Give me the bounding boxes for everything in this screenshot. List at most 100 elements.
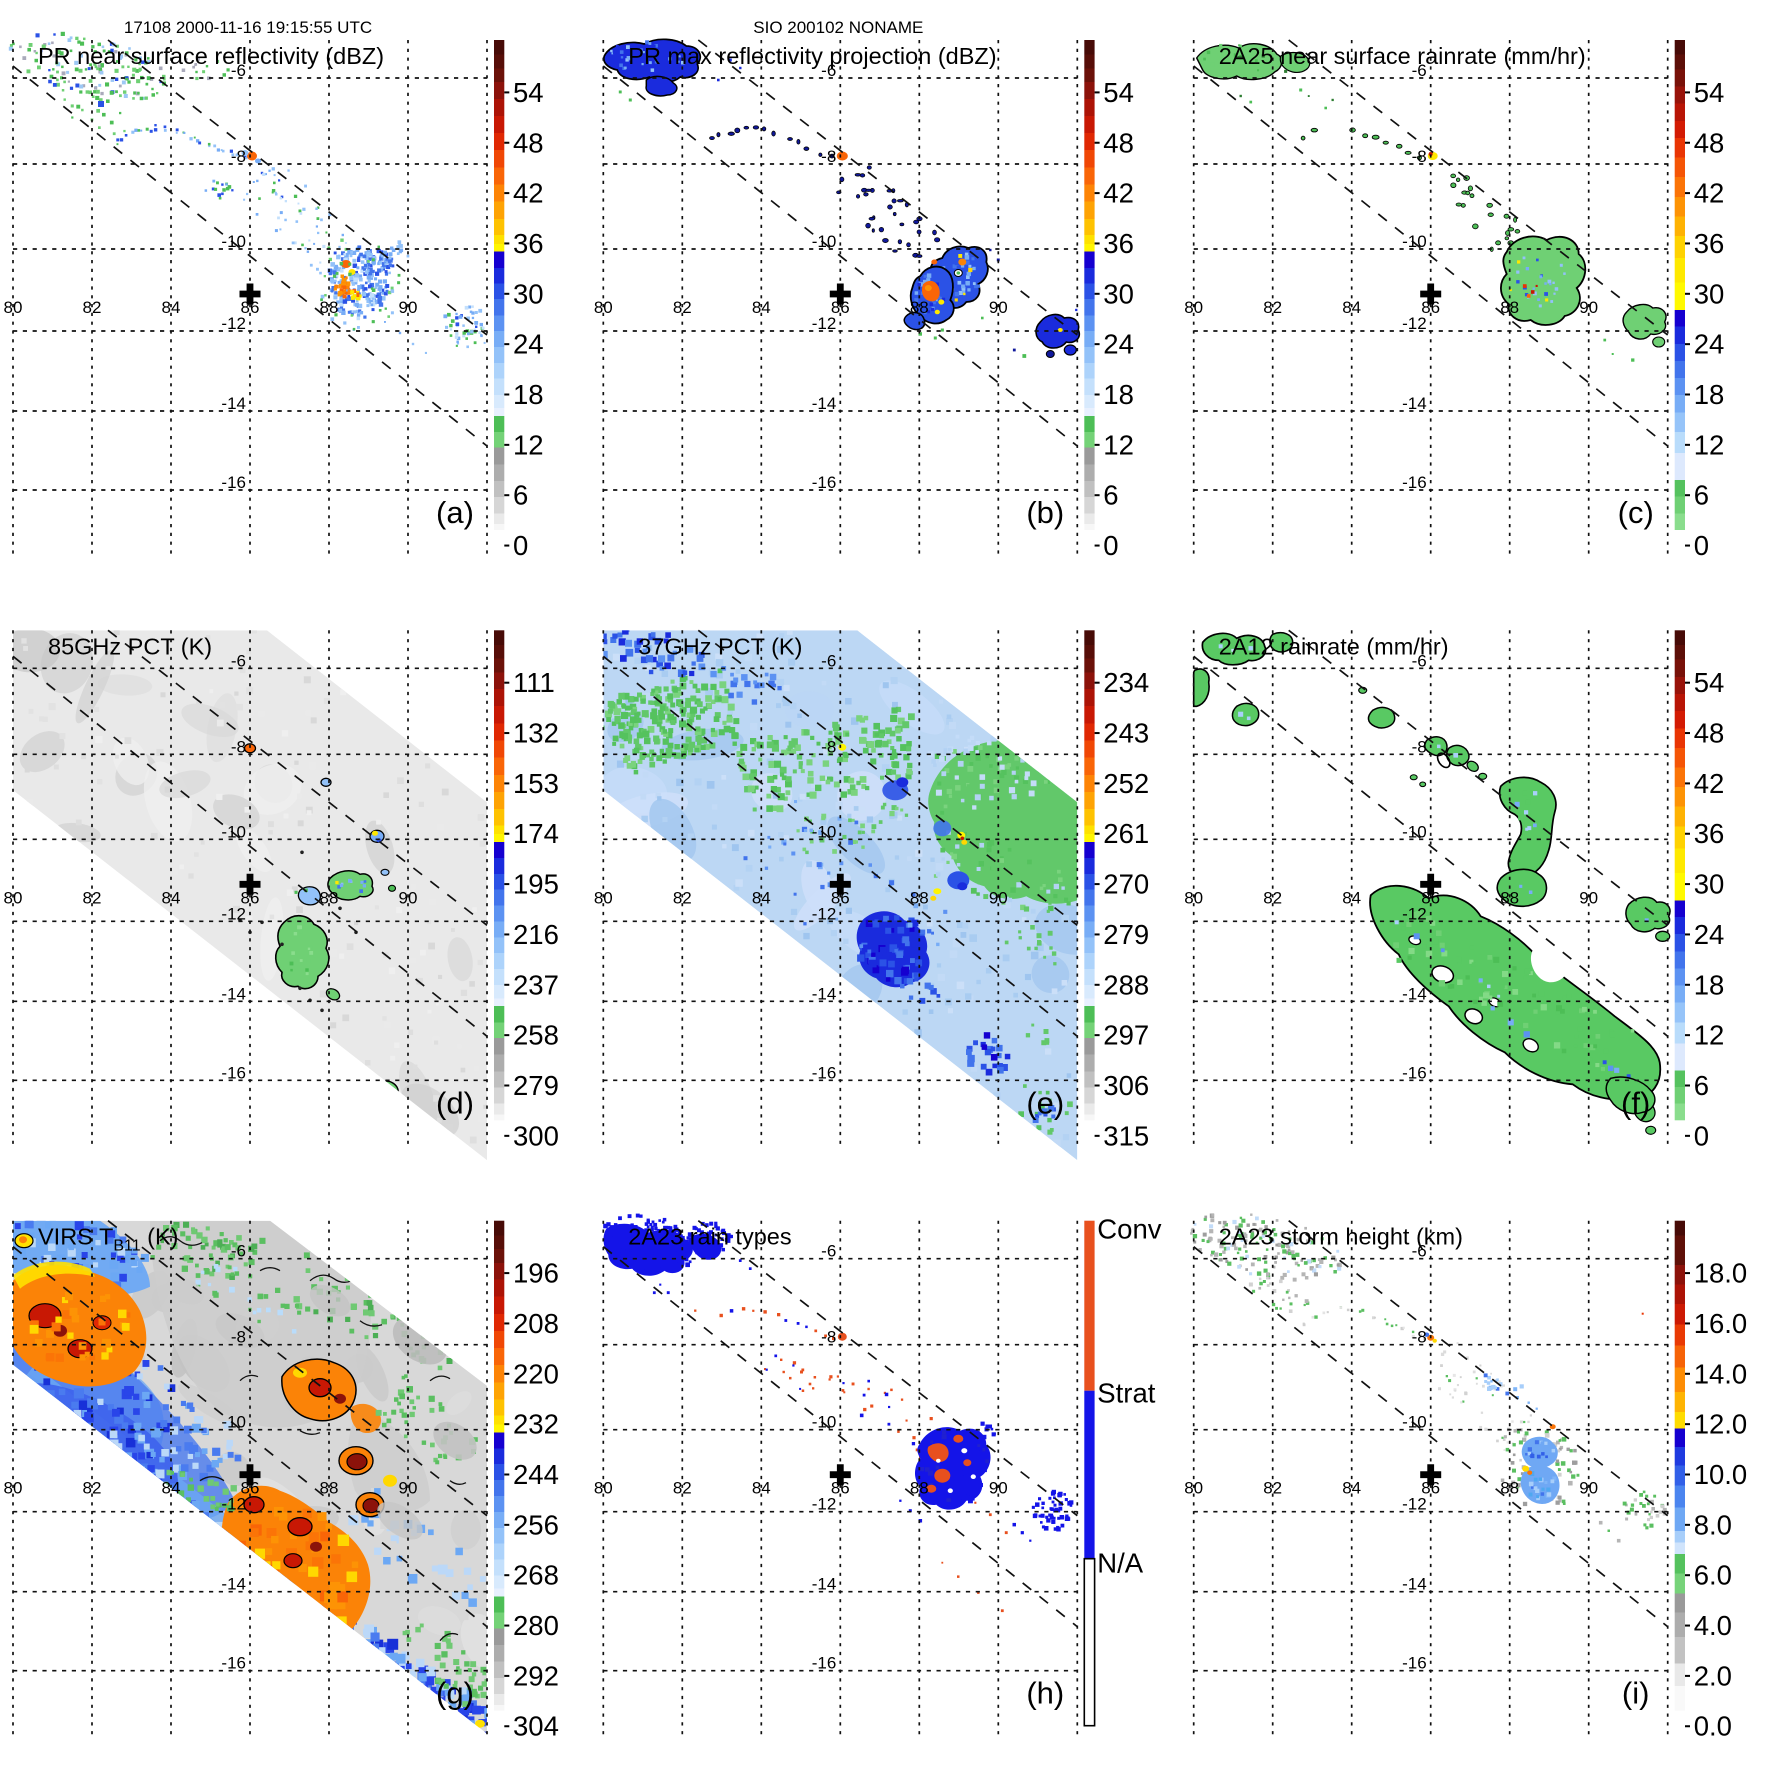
svg-text:Conv: Conv [1097,1214,1161,1245]
svg-text:80: 80 [1184,888,1203,907]
svg-text:-14: -14 [1402,1575,1427,1594]
svg-text:88: 88 [910,1479,929,1498]
svg-text:82: 82 [1263,888,1282,907]
svg-text:-6: -6 [821,651,836,670]
svg-text:153: 153 [513,768,559,799]
svg-text:-16: -16 [812,473,837,492]
svg-text:306: 306 [1103,1070,1149,1101]
svg-text:36: 36 [1694,818,1725,849]
svg-text:84: 84 [162,888,181,907]
svg-text:-12: -12 [221,904,246,923]
svg-text:85GHz PCT (K): 85GHz PCT (K) [48,633,212,659]
svg-text:6.0: 6.0 [1694,1560,1732,1591]
svg-text:2.0: 2.0 [1694,1660,1732,1691]
svg-text:86: 86 [1421,888,1440,907]
svg-text:54: 54 [1694,667,1725,698]
svg-text:90: 90 [399,888,418,907]
svg-text:-16: -16 [221,1654,246,1673]
svg-text:30: 30 [513,278,544,309]
svg-text:208: 208 [513,1308,559,1339]
svg-text:256: 256 [513,1509,559,1540]
svg-text:82: 82 [83,1479,102,1498]
svg-text:234: 234 [1103,667,1149,698]
svg-text:17108 2000-11-16 19:15:55 UTC: 17108 2000-11-16 19:15:55 UTC [124,18,372,37]
svg-text:243: 243 [1103,718,1149,749]
svg-text:90: 90 [1579,298,1598,317]
svg-text:-6: -6 [1412,61,1427,80]
svg-text:88: 88 [1500,298,1519,317]
svg-text:279: 279 [513,1070,559,1101]
svg-text:84: 84 [1342,298,1361,317]
svg-text:270: 270 [1103,869,1149,900]
svg-text:-12: -12 [1402,904,1427,923]
svg-text:82: 82 [673,888,692,907]
svg-text:-14: -14 [221,394,246,413]
svg-text:18: 18 [1103,379,1134,410]
svg-text:-8: -8 [821,1328,836,1347]
svg-text:80: 80 [4,888,23,907]
svg-text:111: 111 [513,667,555,698]
svg-text:-12: -12 [812,1495,837,1514]
svg-text:88: 88 [910,888,929,907]
svg-text:174: 174 [513,818,559,849]
svg-text:-14: -14 [221,984,246,1003]
svg-text:90: 90 [989,1479,1008,1498]
svg-text:2A12 rainrate (mm/hr): 2A12 rainrate (mm/hr) [1219,633,1449,659]
svg-text:48: 48 [1694,127,1725,158]
svg-text:18: 18 [1694,379,1725,410]
svg-text:-8: -8 [1412,737,1427,756]
svg-text:84: 84 [1342,1479,1361,1498]
svg-text:-10: -10 [221,822,246,841]
svg-text:-16: -16 [221,473,246,492]
svg-text:4.0: 4.0 [1694,1610,1732,1641]
svg-text:-8: -8 [231,737,246,756]
svg-text:0: 0 [1694,530,1709,561]
svg-text:84: 84 [162,1479,181,1498]
svg-text:90: 90 [989,298,1008,317]
svg-text:37GHz PCT (K): 37GHz PCT (K) [638,633,802,659]
svg-text:88: 88 [1500,888,1519,907]
svg-text:-10: -10 [1402,822,1427,841]
svg-text:-10: -10 [812,822,837,841]
svg-text:30: 30 [1103,278,1134,309]
svg-text:86: 86 [1421,1479,1440,1498]
svg-text:315: 315 [1103,1120,1149,1151]
svg-text:132: 132 [513,718,559,749]
svg-text:-16: -16 [1402,1063,1427,1082]
svg-text:-16: -16 [221,1063,246,1082]
svg-text:252: 252 [1103,768,1149,799]
svg-text:-8: -8 [1412,147,1427,166]
svg-text:24: 24 [513,329,544,360]
svg-text:232: 232 [513,1409,559,1440]
svg-text:42: 42 [1103,178,1134,209]
svg-text:10.0: 10.0 [1694,1459,1748,1490]
svg-text:86: 86 [241,298,260,317]
svg-text:-6: -6 [1412,1242,1427,1261]
svg-text:-8: -8 [821,147,836,166]
svg-text:82: 82 [83,298,102,317]
svg-text:86: 86 [831,888,850,907]
svg-text:84: 84 [162,298,181,317]
svg-text:90: 90 [1579,1479,1598,1498]
svg-text:-6: -6 [1412,651,1427,670]
svg-text:12: 12 [1103,429,1134,460]
svg-text:86: 86 [831,1479,850,1498]
svg-text:244: 244 [513,1459,559,1490]
svg-text:(d): (d) [436,1085,474,1120]
svg-text:84: 84 [752,888,771,907]
svg-text:288: 288 [1103,969,1149,1000]
svg-text:84: 84 [1342,888,1361,907]
svg-text:86: 86 [241,1479,260,1498]
svg-text:30: 30 [1694,869,1725,900]
svg-text:-10: -10 [1402,1413,1427,1432]
svg-text:6: 6 [1694,1070,1709,1101]
svg-text:36: 36 [1103,228,1134,259]
svg-text:42: 42 [1694,178,1725,209]
svg-text:42: 42 [1694,768,1725,799]
svg-text:VIRS TB11 (K): VIRS TB11 (K) [38,1224,178,1255]
svg-text:88: 88 [320,298,339,317]
svg-text:82: 82 [1263,298,1282,317]
svg-text:-16: -16 [1402,473,1427,492]
svg-text:PR near surface reflectivity (: PR near surface reflectivity (dBZ) [38,43,384,69]
svg-text:48: 48 [1103,127,1134,158]
